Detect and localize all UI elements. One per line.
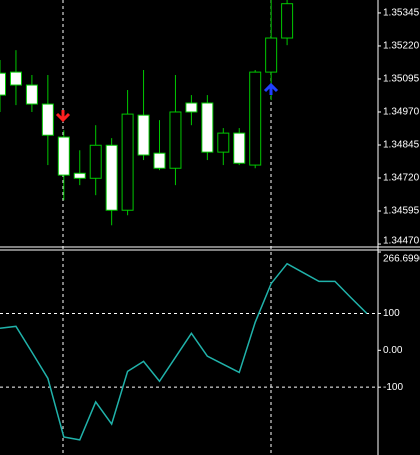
y-tick-label: 100 xyxy=(383,308,400,319)
candle-body xyxy=(89,144,102,179)
candle-body xyxy=(73,172,86,179)
candle-body xyxy=(249,71,262,166)
y-tick-label: 1.34470 xyxy=(383,236,420,247)
axis: 1.35345 1.35220 1.35095 1.34970 1.34845 1.347… xyxy=(378,8,420,393)
candle-body xyxy=(169,111,182,169)
buy-arrow xyxy=(263,82,279,95)
candle-body xyxy=(265,37,278,73)
candle-body xyxy=(233,132,246,164)
y-tick-label: 1.34970 xyxy=(383,107,420,118)
candle-body xyxy=(9,71,22,86)
candle-body xyxy=(217,132,230,153)
candle-body xyxy=(153,152,166,169)
candle-body xyxy=(121,113,134,211)
y-tick-label: -100 xyxy=(383,382,403,393)
y-tick-label: 0.00 xyxy=(383,345,403,356)
y-tick-label: 1.35345 xyxy=(383,8,420,19)
y-tick-label: 1.35220 xyxy=(383,41,420,52)
candle-body xyxy=(105,144,118,211)
candle-body xyxy=(0,72,6,96)
y-tick-label: 1.35095 xyxy=(383,74,420,85)
y-tick-label: 1.34595 xyxy=(383,206,420,217)
candle-body xyxy=(201,102,214,153)
sell-arrow xyxy=(55,110,71,123)
candle-body xyxy=(41,103,54,136)
y-tick-label: 1.34720 xyxy=(383,173,420,184)
indicator-panel xyxy=(0,262,378,441)
y-tick-label: 1.34845 xyxy=(383,140,420,151)
candle-body xyxy=(25,84,38,105)
cci-line xyxy=(0,262,368,441)
candle-body xyxy=(57,136,70,176)
candle-body xyxy=(281,3,294,39)
candle-body xyxy=(185,102,198,113)
y-tick-label: 266.6996 xyxy=(383,254,420,265)
price-panel xyxy=(0,0,294,226)
candle-body xyxy=(137,114,150,156)
